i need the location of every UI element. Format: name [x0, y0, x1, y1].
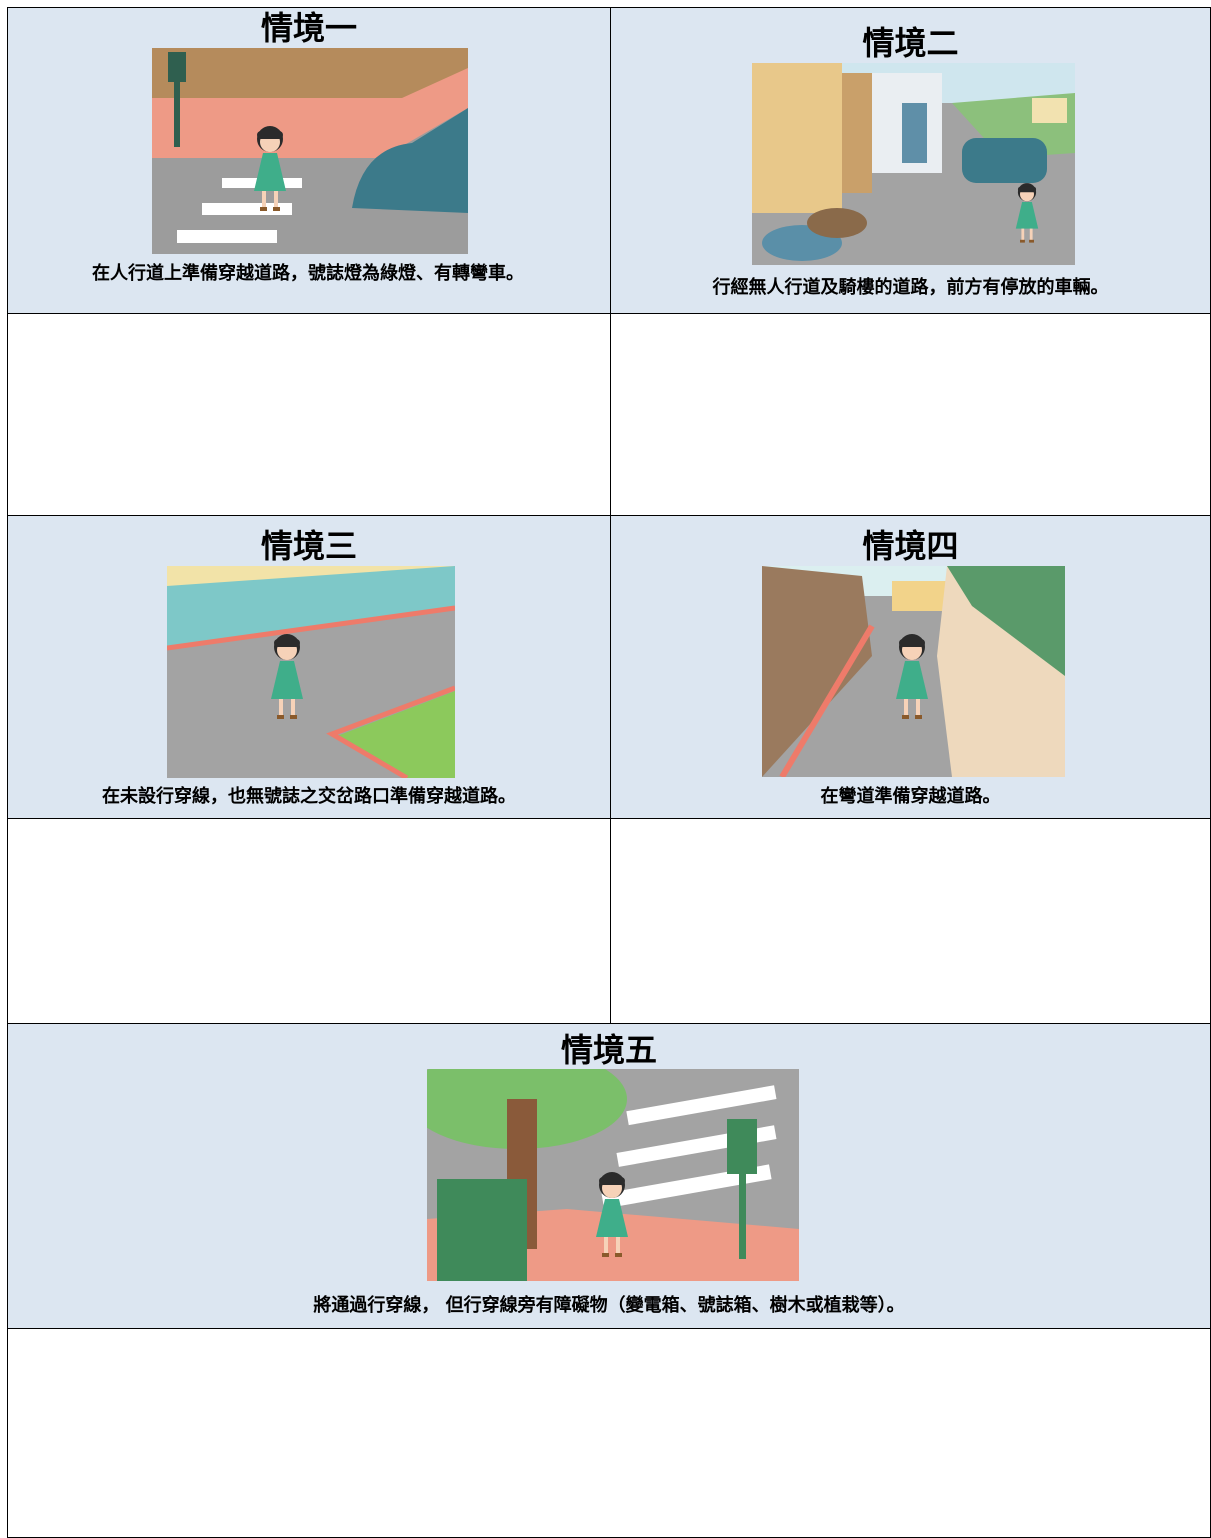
illustration: [752, 63, 1075, 265]
scenario-caption: 在未設行穿線，也無號誌之交岔路口準備穿越道路。: [102, 786, 516, 807]
answer-cell: [7, 818, 611, 1024]
scenario-caption: 行經無人行道及騎樓的道路，前方有停放的車輛。: [712, 277, 1109, 298]
answer-cell: [610, 313, 1211, 516]
illustration: [427, 1069, 799, 1281]
answer-cell: [610, 818, 1211, 1024]
scenario-title: 情境一: [260, 9, 357, 47]
illustration: [167, 566, 455, 778]
scenario-cell: 情境四 在彎道準備穿越道路。: [610, 515, 1211, 819]
scenario-title: 情境五: [560, 1031, 657, 1069]
scenario-caption: 在彎道準備穿越道路。: [820, 786, 1001, 807]
answer-cell: [7, 313, 611, 516]
scenario-title: 情境二: [862, 24, 959, 62]
scenario-cell: 情境五 將通過行穿線， 但行穿線旁有障礙物（變電箱、號誌箱、樹木或植栽等）。: [7, 1023, 1211, 1329]
scenario-title: 情境三: [260, 527, 357, 565]
illustration: [762, 566, 1065, 777]
scenario-caption: 在人行道上準備穿越道路，號誌燈為綠燈、有轉彎車。: [92, 263, 524, 284]
scenario-cell: 情境三 在未設行穿線，也無號誌之交岔路口準備穿越道路。: [7, 515, 611, 819]
scenario-title: 情境四: [862, 527, 959, 565]
scenario-caption: 將通過行穿線， 但行穿線旁有障礙物（變電箱、號誌箱、樹木或植栽等）。: [313, 1295, 905, 1316]
illustration: [152, 48, 468, 254]
answer-cell: [7, 1328, 1211, 1538]
scenario-cell: 情境二 行經無人行道及騎樓的道路，前方有停放的車輛。: [610, 7, 1211, 314]
scenario-cell: 情境一 在人行道上準備穿越道路，號誌燈為綠燈、有轉彎車。: [7, 7, 611, 314]
